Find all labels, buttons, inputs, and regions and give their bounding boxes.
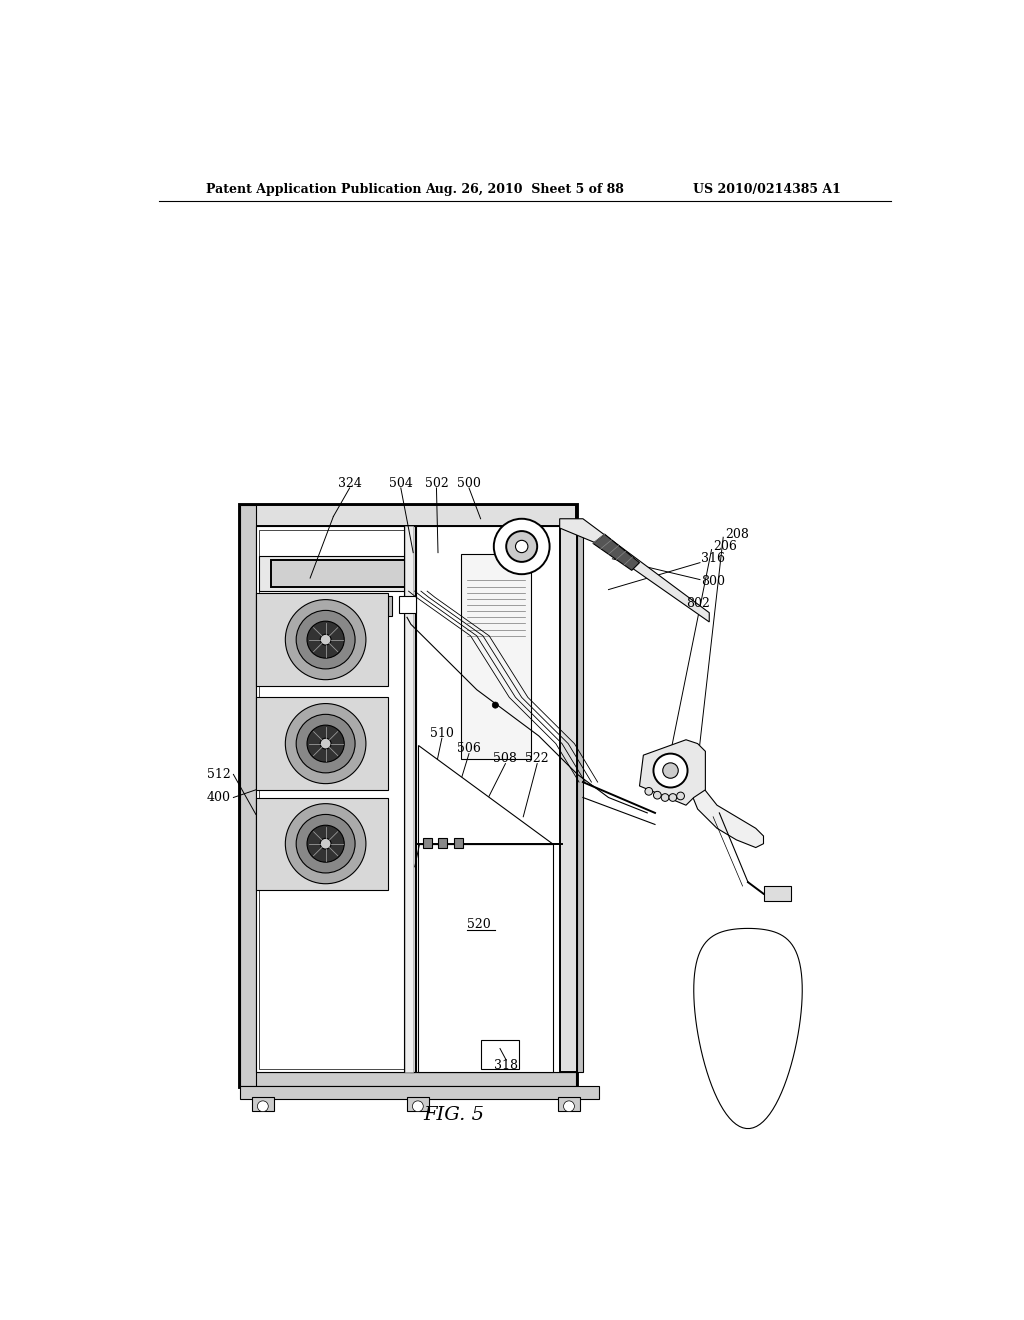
Bar bbox=[406, 527, 414, 1072]
Bar bbox=[241, 506, 575, 527]
Text: 502: 502 bbox=[425, 477, 449, 490]
Circle shape bbox=[494, 519, 550, 574]
Circle shape bbox=[286, 704, 366, 784]
Text: 522: 522 bbox=[525, 752, 549, 766]
Circle shape bbox=[296, 814, 355, 873]
Circle shape bbox=[307, 622, 344, 659]
Bar bbox=[259, 556, 410, 591]
Circle shape bbox=[307, 825, 344, 862]
Polygon shape bbox=[560, 519, 710, 622]
Circle shape bbox=[653, 792, 662, 799]
Bar bbox=[271, 560, 407, 587]
Bar bbox=[461, 554, 531, 759]
Circle shape bbox=[257, 1101, 268, 1111]
Text: 510: 510 bbox=[430, 727, 454, 741]
Bar bbox=[241, 1086, 599, 1098]
Bar bbox=[558, 1097, 580, 1111]
Text: 520: 520 bbox=[467, 917, 490, 931]
Bar bbox=[252, 1097, 273, 1111]
Bar bbox=[764, 886, 791, 902]
Polygon shape bbox=[690, 784, 764, 847]
Bar bbox=[256, 797, 388, 890]
Circle shape bbox=[413, 1101, 423, 1111]
Circle shape bbox=[296, 610, 355, 669]
Bar bbox=[256, 594, 388, 686]
Bar bbox=[259, 529, 410, 1069]
Circle shape bbox=[563, 1101, 574, 1111]
Bar bbox=[241, 506, 256, 1086]
Bar bbox=[241, 506, 575, 1086]
Circle shape bbox=[286, 804, 366, 884]
Bar bbox=[577, 527, 583, 1072]
Text: Patent Application Publication: Patent Application Publication bbox=[206, 182, 421, 195]
Bar bbox=[480, 1040, 519, 1069]
Circle shape bbox=[506, 531, 538, 562]
Text: 400: 400 bbox=[207, 791, 231, 804]
Bar bbox=[423, 838, 432, 847]
Text: 208: 208 bbox=[725, 528, 749, 541]
Circle shape bbox=[677, 792, 684, 800]
Bar bbox=[454, 838, 463, 847]
Circle shape bbox=[669, 793, 677, 801]
Text: US 2010/0214385 A1: US 2010/0214385 A1 bbox=[693, 182, 841, 195]
Bar bbox=[403, 527, 415, 1072]
Circle shape bbox=[307, 725, 344, 762]
Bar bbox=[417, 527, 575, 1072]
Circle shape bbox=[286, 599, 366, 680]
Circle shape bbox=[296, 714, 355, 774]
Bar bbox=[256, 697, 388, 789]
Text: 512: 512 bbox=[207, 768, 231, 781]
Polygon shape bbox=[640, 739, 706, 805]
Text: 800: 800 bbox=[701, 576, 725, 589]
Bar bbox=[326, 595, 346, 615]
Text: 318: 318 bbox=[495, 1059, 518, 1072]
Bar bbox=[349, 595, 369, 615]
Bar bbox=[410, 527, 417, 1072]
Bar bbox=[256, 527, 414, 1072]
Text: 206: 206 bbox=[713, 540, 737, 553]
Circle shape bbox=[653, 754, 687, 788]
Circle shape bbox=[662, 793, 669, 801]
Polygon shape bbox=[418, 744, 553, 843]
Circle shape bbox=[645, 788, 652, 795]
Bar bbox=[372, 595, 392, 615]
Text: Aug. 26, 2010  Sheet 5 of 88: Aug. 26, 2010 Sheet 5 of 88 bbox=[425, 182, 625, 195]
Circle shape bbox=[493, 702, 499, 709]
Text: 500: 500 bbox=[457, 477, 481, 490]
Bar bbox=[399, 595, 417, 612]
Circle shape bbox=[321, 838, 331, 849]
Bar bbox=[407, 1097, 429, 1111]
Bar bbox=[560, 527, 577, 1072]
Text: FIG. 5: FIG. 5 bbox=[423, 1106, 484, 1123]
Polygon shape bbox=[593, 535, 640, 570]
Text: 316: 316 bbox=[701, 552, 725, 565]
Circle shape bbox=[321, 635, 331, 645]
Text: 506: 506 bbox=[457, 742, 481, 755]
Bar bbox=[241, 1072, 575, 1086]
Text: 504: 504 bbox=[389, 477, 413, 490]
Bar bbox=[299, 595, 318, 615]
Bar bbox=[438, 838, 447, 847]
Circle shape bbox=[321, 738, 331, 748]
Text: 324: 324 bbox=[338, 477, 361, 490]
Text: 508: 508 bbox=[494, 752, 517, 766]
Bar bbox=[418, 843, 553, 1072]
Text: 802: 802 bbox=[686, 597, 710, 610]
Polygon shape bbox=[693, 928, 802, 1129]
Circle shape bbox=[515, 540, 528, 553]
Circle shape bbox=[663, 763, 678, 779]
